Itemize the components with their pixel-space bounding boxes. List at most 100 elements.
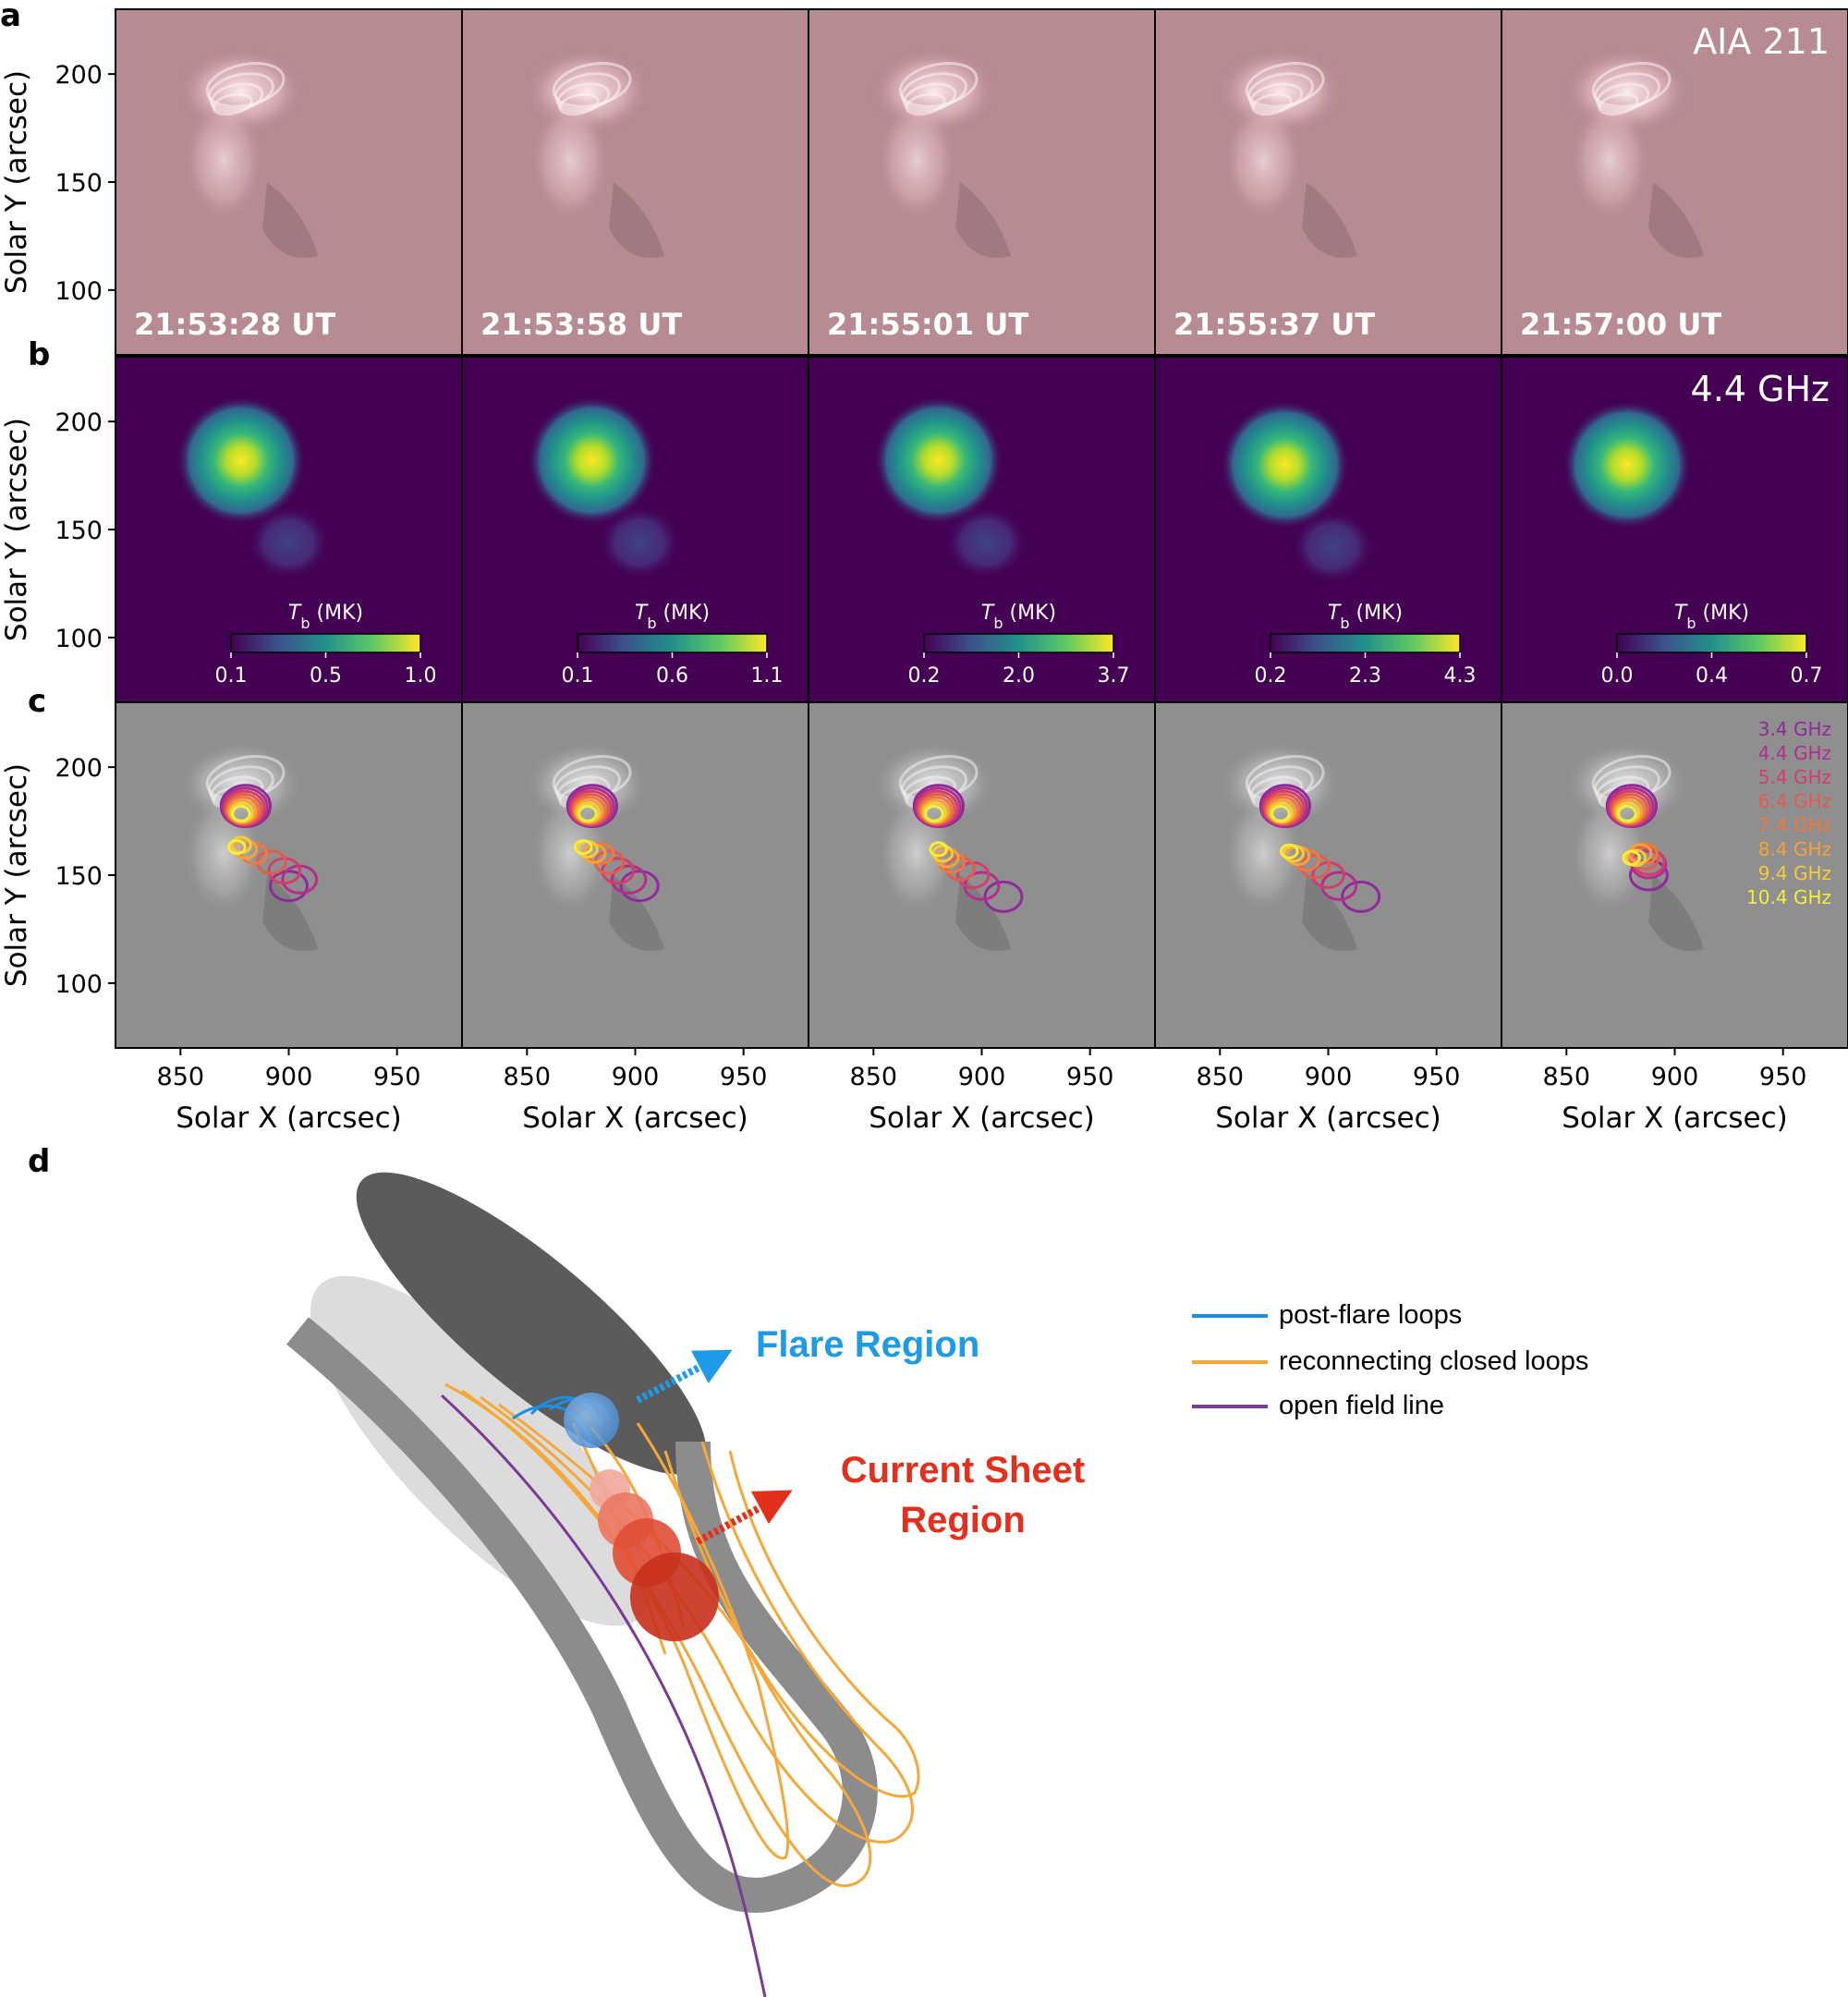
schematic-grey-halo bbox=[310, 1275, 651, 1626]
time-label: 21:55:37 UT bbox=[1173, 307, 1375, 342]
x-tick-label: 950 bbox=[1413, 1063, 1461, 1091]
time-label: 21:57:00 UT bbox=[1520, 307, 1721, 342]
colorbar-title: Tb (MK) bbox=[288, 602, 363, 632]
current-sheet-arrow bbox=[696, 1490, 793, 1545]
contour-main bbox=[1617, 805, 1637, 822]
x-tick-label: 850 bbox=[850, 1063, 898, 1091]
x-axis-label: Solar X (arcsec) bbox=[176, 1102, 402, 1135]
radio-panel: Tb (MK) 0.1 0.5 1.0 bbox=[115, 356, 463, 703]
contour-panel bbox=[1501, 701, 1848, 1049]
y-tick-label: 200 bbox=[55, 754, 103, 783]
frequency-label: 5.4 GHz bbox=[1758, 766, 1831, 788]
time-label: 21:53:58 UT bbox=[480, 307, 682, 342]
loop-arc bbox=[553, 72, 621, 111]
loop-arcade-glow bbox=[1568, 95, 1652, 225]
loop-arc bbox=[900, 72, 967, 111]
flare-ball bbox=[564, 1393, 619, 1448]
flare-region-label: Flare Region bbox=[756, 1324, 979, 1365]
contour-panel bbox=[808, 701, 1156, 1049]
frequency-label: 10.4 GHz bbox=[1746, 886, 1831, 908]
loop-arc bbox=[905, 92, 946, 116]
colorbar-tick-label: 0.7 bbox=[1791, 664, 1823, 688]
x-tick-label: 950 bbox=[373, 1063, 421, 1091]
colorbar-tick-label: 0.4 bbox=[1696, 664, 1728, 688]
colorbar-tick-label: 1.1 bbox=[751, 664, 784, 688]
dark-cavity bbox=[1302, 182, 1358, 258]
colorbar-title: Tb (MK) bbox=[635, 602, 710, 632]
colorbar bbox=[230, 633, 421, 653]
loop-arc bbox=[1593, 72, 1660, 111]
y-axis-label: Solar Y (arcsec) bbox=[0, 70, 33, 294]
radio-frequency-label: 4.4 GHz bbox=[1691, 369, 1830, 409]
dark-cavity bbox=[1648, 182, 1705, 258]
frequency-label: 7.4 GHz bbox=[1758, 814, 1831, 836]
current-sheet-label-line1: Current Sheet bbox=[841, 1450, 1086, 1491]
aia-image-bg bbox=[1155, 9, 1502, 355]
radio-faint-source bbox=[1291, 509, 1375, 584]
loop-arcade-glow bbox=[182, 95, 266, 225]
y-tick-label: 150 bbox=[55, 862, 103, 891]
loop-arcade-glow bbox=[529, 95, 613, 225]
aia-image-bg bbox=[808, 9, 1155, 355]
y-tick-label: 200 bbox=[55, 61, 103, 90]
contour-secondary bbox=[1624, 848, 1647, 868]
x-tick-label: 900 bbox=[612, 1063, 660, 1091]
current-sheet-label-line2: Region bbox=[900, 1500, 1026, 1540]
aia-panel: 21:57:00 UT bbox=[1501, 8, 1848, 356]
aia-image-bg bbox=[462, 9, 808, 355]
x-axis-label: Solar X (arcsec) bbox=[522, 1102, 748, 1135]
schematic-diagram: Flare Region Current Sheet Region post-f… bbox=[286, 1172, 1588, 1997]
x-axis-label: Solar X (arcsec) bbox=[869, 1102, 1095, 1135]
radio-bright-source bbox=[527, 396, 657, 526]
time-label: 21:55:01 UT bbox=[827, 307, 1028, 342]
radio-bright-source bbox=[176, 396, 306, 526]
radio-bright-source bbox=[1562, 399, 1692, 530]
x-tick-label: 850 bbox=[1197, 1063, 1245, 1091]
flare-arrow bbox=[636, 1349, 733, 1404]
aia-panel: 21:55:01 UT bbox=[808, 8, 1156, 356]
dark-cavity bbox=[262, 875, 319, 951]
contour-secondary bbox=[929, 841, 948, 858]
colorbar-tick-label: 2.3 bbox=[1349, 664, 1381, 688]
y-tick-label: 150 bbox=[55, 169, 103, 198]
colorbar-tick-label: 0.2 bbox=[908, 664, 941, 688]
panel-letter-d: d bbox=[28, 1143, 50, 1180]
x-tick-label: 900 bbox=[265, 1063, 313, 1091]
current-sheet-ball-4 bbox=[630, 1553, 719, 1641]
legend-label-post-flare: post-flare loops bbox=[1279, 1300, 1462, 1330]
aia-panel: 21:53:28 UT bbox=[115, 8, 463, 356]
x-tick-label: 900 bbox=[958, 1063, 1006, 1091]
frequency-label: 8.4 GHz bbox=[1758, 838, 1831, 860]
loop-arcade-glow bbox=[1222, 95, 1306, 225]
colorbar bbox=[923, 633, 1114, 653]
radio-faint-source bbox=[944, 505, 1028, 580]
contour-secondary bbox=[1630, 842, 1659, 866]
loop-arc bbox=[1246, 72, 1314, 111]
colorbar-tick-label: 1.0 bbox=[405, 664, 437, 688]
contour-secondary bbox=[1622, 849, 1641, 866]
contour-panel bbox=[115, 701, 463, 1049]
colorbar-tick-label: 0.6 bbox=[656, 664, 688, 688]
contour-secondary bbox=[983, 880, 1024, 913]
panel-letter-c: c bbox=[28, 683, 46, 720]
colorbar-tick-label: 0.1 bbox=[562, 664, 594, 688]
x-tick-label: 950 bbox=[720, 1063, 768, 1091]
y-axis-label: Solar Y (arcsec) bbox=[0, 763, 33, 987]
aia-panel: 21:53:58 UT bbox=[461, 8, 809, 356]
contour-secondary bbox=[226, 839, 247, 856]
radio-panel: Tb (MK) 0.2 2.3 4.3 bbox=[1154, 356, 1502, 703]
y-tick-label: 100 bbox=[55, 625, 103, 653]
radio-faint-source bbox=[598, 505, 682, 580]
axes-labels: 850 900 950 Solar X (arcsec) 850 900 950 Solar … bbox=[0, 61, 1806, 1135]
radio-faint-source bbox=[247, 505, 331, 580]
schematic-legend: post-flare loops reconnecting closed loo… bbox=[1192, 1300, 1588, 1420]
contour-panel bbox=[1154, 701, 1502, 1049]
grey-image-bg bbox=[462, 702, 808, 1048]
schematic-dark-ellipse bbox=[356, 1172, 707, 1475]
dark-cavity bbox=[1302, 875, 1358, 951]
contour-secondary bbox=[619, 870, 660, 903]
legend-label-reconnecting: reconnecting closed loops bbox=[1279, 1346, 1588, 1376]
dark-cavity bbox=[262, 182, 319, 258]
x-tick-label: 950 bbox=[1759, 1063, 1807, 1091]
